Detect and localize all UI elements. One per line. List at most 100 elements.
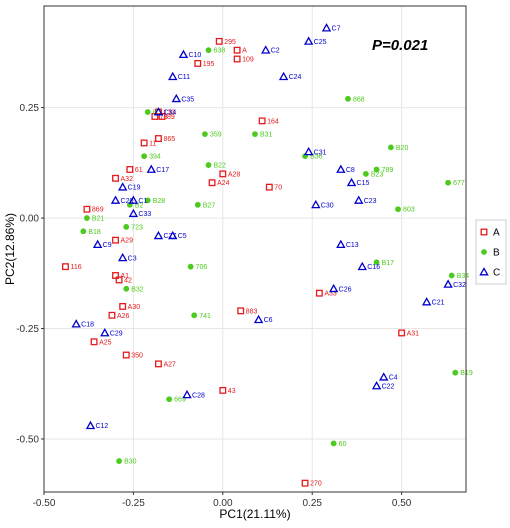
data-point-c (261, 45, 271, 54)
point-label: C32 (453, 282, 466, 289)
point-label: C23 (364, 198, 377, 205)
data-point-c (128, 208, 139, 218)
data-point-c (168, 71, 178, 81)
legend-label: C (493, 268, 500, 279)
data-point-a (122, 351, 130, 359)
point-label: B2 (135, 202, 144, 209)
point-label: C25 (314, 39, 327, 46)
data-point-a (258, 117, 266, 125)
point-label: 195 (203, 61, 215, 68)
data-point-b (80, 228, 87, 235)
x-axis-label: PC1(21.11%) (219, 507, 290, 521)
point-label: 350 (131, 353, 143, 360)
point-label: 741 (199, 313, 211, 320)
point-label: B20 (396, 145, 409, 152)
data-point-c (443, 279, 453, 288)
point-label: C3 (128, 255, 137, 262)
data-point-a (194, 59, 202, 67)
data-point-b (373, 166, 380, 173)
data-point-b (166, 396, 173, 403)
data-point-a (301, 479, 309, 487)
data-point-c (117, 252, 128, 262)
point-label: C15 (357, 180, 370, 187)
point-label: A32 (121, 176, 134, 183)
point-label: 883 (246, 308, 258, 315)
point-label: B36 (310, 154, 323, 161)
point-label: C6 (264, 317, 273, 324)
grid-lines (43, 6, 466, 492)
point-label: C29 (110, 330, 123, 337)
point-label: C5 (178, 233, 187, 240)
data-point-b (141, 153, 148, 160)
point-label: 789 (382, 167, 394, 174)
point-label: C9 (103, 242, 112, 249)
data-point-b (144, 109, 151, 115)
point-label: 133 (163, 110, 175, 117)
data-point-b (330, 440, 337, 447)
x-tick-label: 0.00 (213, 498, 233, 509)
point-label: 677 (453, 180, 465, 187)
data-point-c (178, 49, 189, 59)
data-point-c (153, 230, 164, 240)
data-point-a (265, 183, 273, 191)
point-label: A31 (407, 330, 420, 337)
data-point-a (112, 272, 119, 279)
data-point-c (336, 239, 346, 249)
data-point-a (219, 170, 227, 178)
point-label: C34 (163, 110, 176, 117)
point-label: C8 (346, 167, 355, 174)
point-label: A26 (117, 313, 130, 320)
point-label: B21 (92, 216, 105, 223)
data-point-a (398, 329, 406, 337)
plot-border (43, 5, 467, 493)
data-point-a (208, 179, 216, 187)
legend: ABC (475, 219, 507, 285)
data-point-c (128, 195, 139, 204)
point-label: C24 (289, 74, 302, 81)
point-label: 43 (228, 388, 236, 395)
data-point-c (346, 177, 357, 187)
data-point-c (182, 389, 192, 399)
point-label: C1 (138, 198, 147, 205)
data-point-b (194, 201, 201, 208)
data-point-c (371, 381, 382, 390)
point-label: C28 (192, 392, 205, 399)
data-point-b (144, 197, 151, 204)
point-label: 270 (310, 481, 322, 488)
data-point-c (336, 164, 346, 173)
data-point-a (233, 46, 241, 54)
data-point-a (315, 289, 323, 297)
point-label: C17 (156, 167, 169, 174)
point-label: C19 (128, 185, 141, 192)
data-point-a (154, 360, 162, 368)
legend-marker-c (479, 267, 489, 276)
data-point-a (219, 386, 227, 394)
data-point-a (237, 307, 245, 315)
data-point-c (328, 283, 339, 293)
data-point-c (253, 314, 264, 324)
data-point-b (387, 144, 394, 151)
data-point-b (202, 131, 208, 138)
point-label: 723 (131, 224, 143, 231)
point-label: A28 (228, 171, 241, 178)
point-label: 865 (163, 136, 175, 143)
point-label: C22 (382, 383, 395, 390)
data-point-c (421, 297, 432, 306)
data-point-c (117, 182, 128, 191)
point-label: B32 (131, 286, 144, 293)
point-label: B31 (260, 132, 273, 139)
point-label: C16 (367, 264, 380, 271)
point-label: B22 (214, 163, 227, 170)
axis-ticks: -0.50 -0.25 0.00 0.25 0.50 0.25 0.00 -0.25 -0.50 (16, 103, 412, 509)
data-point-c (357, 261, 367, 271)
point-label: C11 (178, 74, 190, 81)
point-label: A33 (324, 291, 337, 298)
data-point-a (112, 174, 119, 182)
point-label: C18 (81, 322, 94, 329)
data-point-a (108, 311, 116, 319)
point-label: 89 (167, 114, 175, 121)
data-point-c (303, 146, 314, 156)
